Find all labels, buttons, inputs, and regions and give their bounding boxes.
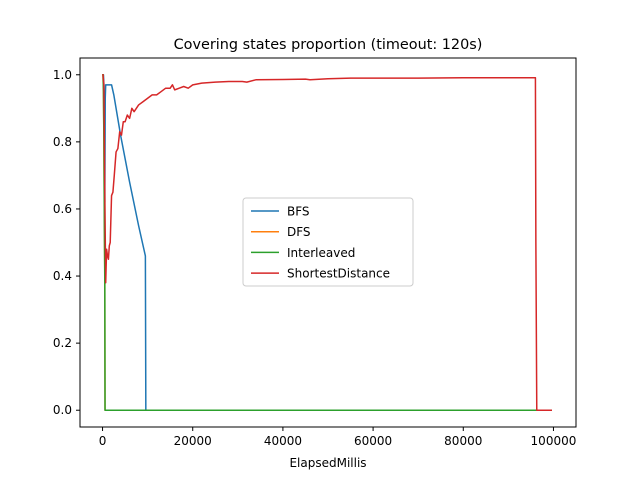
y-tick-label: 1.0	[53, 68, 72, 82]
y-tick-label: 0.6	[53, 202, 72, 216]
y-tick-label: 0.2	[53, 336, 72, 350]
axes-frame	[79, 57, 577, 428]
series-layer	[102, 73, 552, 411]
legend-box	[242, 197, 414, 287]
x-tick-label: 20000	[174, 434, 212, 448]
legend-entry: DFS	[287, 225, 311, 239]
legend-entry: BFS	[287, 205, 310, 219]
y-tick-label: 0.8	[53, 135, 72, 149]
x-tick-label: 0	[99, 434, 107, 448]
x-axis-label: ElapsedMillis	[289, 456, 366, 470]
x-tick-label: 100000	[531, 434, 577, 448]
x-axis: 0 20000 40000 60000 80000 100000	[99, 427, 577, 448]
x-tick-label: 40000	[264, 434, 302, 448]
chart-title: Covering states proportion (timeout: 120…	[174, 37, 483, 53]
x-tick-label: 60000	[354, 434, 392, 448]
y-axis: 0.0 0.2 0.4 0.6 0.8 1.0	[53, 68, 80, 417]
legend-entry: ShortestDistance	[287, 267, 390, 281]
x-tick-label: 80000	[444, 434, 482, 448]
legend-entry: Interleaved	[287, 246, 355, 260]
series-line-shortestdistance	[102, 73, 552, 411]
legend: BFS DFS Interleaved ShortestDistance	[242, 197, 414, 287]
y-tick-label: 0.0	[53, 403, 72, 417]
y-tick-label: 0.4	[53, 269, 72, 283]
